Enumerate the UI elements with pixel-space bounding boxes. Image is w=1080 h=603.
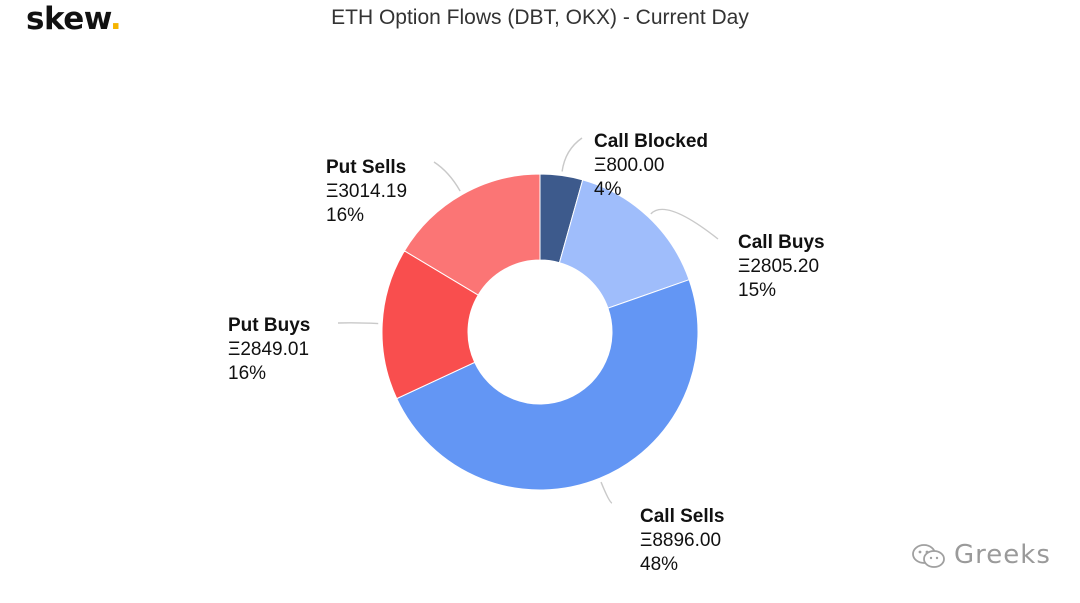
slice-call-buys (558, 179, 690, 309)
chart-title: ETH Option Flows (DBT, OKX) - Current Da… (0, 6, 1080, 30)
label-connectors (337, 137, 719, 504)
slice-percent: 48% (640, 554, 679, 575)
slice-label-call-buys: Call Buys Ξ2805.20 15% (738, 231, 825, 303)
donut-slices (381, 173, 699, 491)
slice-percent: 16% (228, 363, 267, 384)
slice-label-call-blocked: Call Blocked Ξ800.00 4% (594, 130, 708, 202)
slice-call-sells (396, 279, 699, 491)
slice-name: Put Sells (326, 157, 407, 178)
connector-call-blocked (561, 137, 583, 172)
slice-name: Put Buys (228, 315, 311, 336)
connector-call-buys (650, 208, 719, 240)
slice-label-call-sells: Call Sells Ξ8896.00 48% (640, 505, 725, 577)
chart-title-text: ETH Option Flows (DBT, OKX) - Current Da… (331, 6, 749, 29)
wechat-icon (912, 543, 945, 568)
greeks-watermark: Greeks (910, 540, 1051, 570)
slice-put-buys (381, 250, 479, 400)
watermark-text: Greeks (954, 540, 1051, 570)
slice-percent: 16% (326, 205, 365, 226)
slice-label-put-sells: Put Sells Ξ3014.19 16% (326, 156, 407, 228)
slice-label-put-buys: Put Buys Ξ2849.01 16% (228, 314, 310, 386)
slice-name: Call Sells (640, 506, 725, 527)
slice-value: Ξ8896.00 (640, 530, 722, 551)
skew-logo: skew. (26, 0, 122, 38)
slice-name: Call Buys (738, 232, 825, 253)
connector-put-buys (337, 322, 379, 325)
connector-call-sells (600, 481, 613, 504)
logo-dot: . (109, 1, 122, 37)
slice-value: Ξ800.00 (594, 155, 665, 176)
slice-value: Ξ3014.19 (326, 181, 408, 202)
connector-put-sells (433, 161, 461, 192)
slice-name: Call Blocked (594, 131, 709, 152)
slice-percent: 4% (594, 179, 622, 200)
slice-put-sells (403, 173, 541, 296)
slice-value: Ξ2805.20 (738, 256, 820, 277)
logo-text: skew (26, 1, 110, 37)
slice-percent: 15% (738, 280, 777, 301)
slice-value: Ξ2849.01 (228, 339, 310, 360)
